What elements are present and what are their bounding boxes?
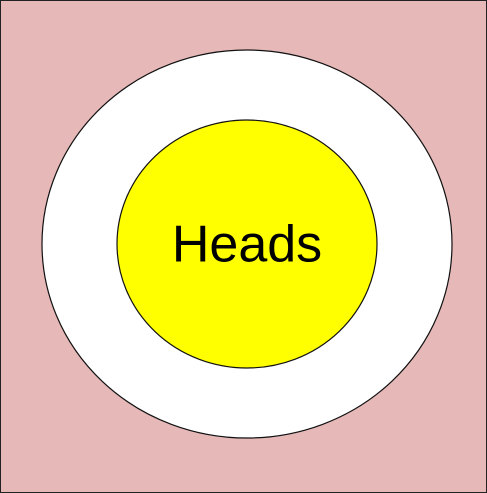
heads-label: Heads	[172, 216, 322, 274]
inner-yellow-disc	[116, 119, 378, 369]
